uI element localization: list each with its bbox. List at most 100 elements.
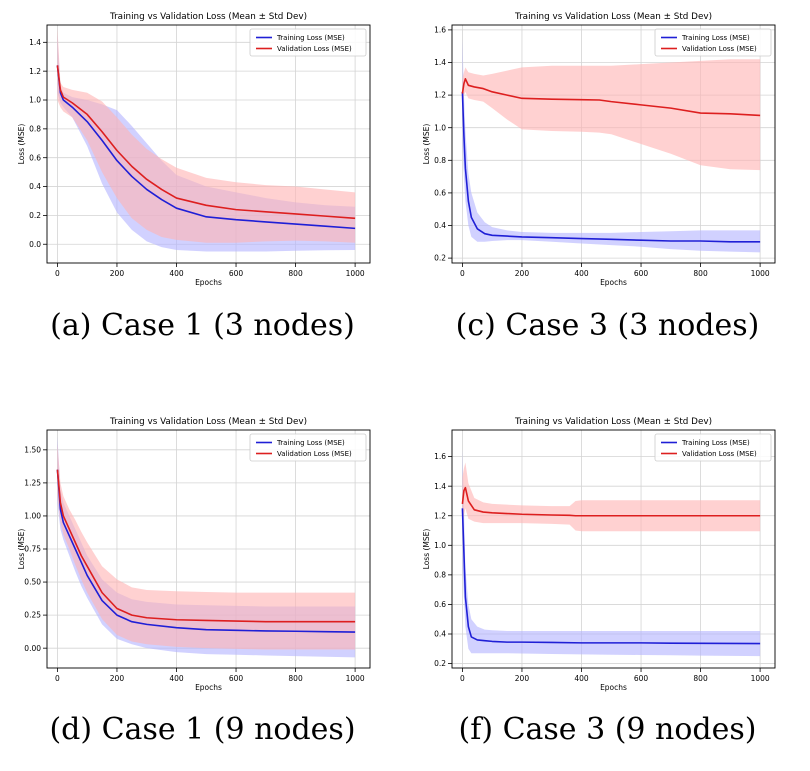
- x-axis-label: Epochs: [195, 278, 222, 287]
- axes-frame: [451, 429, 776, 669]
- y-tick-label: 1.0: [434, 541, 446, 550]
- plot-area: [56, 27, 356, 252]
- x-tick-label: 400: [574, 269, 589, 278]
- x-tick-label: 400: [574, 674, 589, 683]
- x-axis-label: Epochs: [195, 683, 222, 692]
- y-axis-label: Loss (MSE): [422, 529, 431, 570]
- legend-box: [249, 433, 367, 462]
- std-band-training: [462, 38, 761, 253]
- legend-label: Validation Loss (MSE): [682, 45, 757, 53]
- y-tick-label: 0.8: [434, 156, 446, 165]
- x-tick-label: 600: [634, 269, 649, 278]
- axes-frame: [451, 24, 776, 264]
- std-band-validation: [462, 59, 761, 171]
- y-tick-label: 1.25: [24, 478, 41, 487]
- plot-area: [56, 436, 356, 658]
- caption-a: (a) Case 1 (3 nodes): [50, 308, 355, 343]
- legend-label: Validation Loss (MSE): [277, 450, 352, 458]
- y-tick-label: 1.2: [434, 91, 446, 100]
- x-tick-label: 200: [515, 269, 530, 278]
- chart-title: Training vs Validation Loss (Mean ± Std …: [109, 417, 307, 427]
- y-tick-label: 0.6: [434, 600, 446, 609]
- y-tick-label: 1.00: [24, 512, 41, 521]
- x-tick-label: 600: [229, 269, 244, 278]
- chart-case3-3nodes: 0 200 400 600 800 1000 0.2 0.4 0.6 0.8 1.0 1.2 1.4 1.…: [422, 12, 776, 287]
- std-band-validation: [462, 462, 761, 532]
- series-line-training: [56, 65, 356, 230]
- x-tick-label: 0: [55, 269, 60, 278]
- legend-label: Training Loss (MSE): [681, 439, 750, 447]
- y-tick-label: 0.2: [434, 254, 446, 263]
- x-axis-label: Epochs: [600, 278, 627, 287]
- legend-label: Validation Loss (MSE): [682, 450, 757, 458]
- legend: Training Loss (MSE) Validation Loss (MSE): [249, 433, 367, 462]
- legend-label: Training Loss (MSE): [276, 34, 345, 42]
- y-tick-label: 0.4: [29, 182, 41, 191]
- legend-label: Validation Loss (MSE): [277, 45, 352, 53]
- chart-title: Training vs Validation Loss (Mean ± Std …: [514, 12, 712, 22]
- caption-f: (f) Case 3 (9 nodes): [458, 712, 757, 747]
- x-tick-label: 200: [515, 674, 530, 683]
- legend-box: [249, 28, 367, 57]
- legend-label: Training Loss (MSE): [681, 34, 750, 42]
- axes-frame: [46, 24, 371, 264]
- x-tick-label: 1000: [751, 269, 770, 278]
- x-tick-label: 1000: [751, 674, 770, 683]
- y-tick-label: 0.6: [29, 153, 41, 162]
- chart-title: Training vs Validation Loss (Mean ± Std …: [514, 417, 712, 427]
- std-band-validation: [57, 443, 356, 650]
- y-tick-label: 1.4: [434, 58, 446, 67]
- y-axis-label: Loss (MSE): [17, 124, 26, 165]
- y-axis-label: Loss (MSE): [422, 124, 431, 165]
- std-band-training: [462, 449, 761, 657]
- y-tick-label: 0.00: [24, 644, 41, 653]
- y-tick-label: 0.0: [29, 240, 41, 249]
- x-tick-label: 800: [288, 674, 303, 683]
- y-tick-label: 1.6: [434, 452, 446, 461]
- y-tick-label: 0.50: [24, 578, 41, 587]
- legend-label: Training Loss (MSE): [276, 439, 345, 447]
- chart-case1-3nodes: 0 200 400 600 800 1000 0.0 0.2 0.4 0.6 0.8 1.0 1.2 1.…: [17, 12, 371, 287]
- plot-area: [461, 38, 761, 253]
- chart-case3-9nodes: 0 200 400 600 800 1000 0.2 0.4 0.6 0.8 1.0 1.2 1.4 1.…: [422, 417, 776, 692]
- y-tick-label: 1.4: [29, 38, 41, 47]
- x-tick-label: 1000: [346, 269, 365, 278]
- legend-box: [654, 28, 772, 57]
- x-tick-label: 0: [55, 674, 60, 683]
- y-tick-label: 0.2: [434, 659, 446, 668]
- caption-c: (c) Case 3 (3 nodes): [455, 308, 760, 343]
- y-tick-label: 0.6: [434, 189, 446, 198]
- x-tick-label: 800: [693, 269, 708, 278]
- chart-case1-9nodes: 0 200 400 600 800 1000 0.00 0.25 0.50 0.75 1.00 1.2…: [17, 417, 371, 692]
- x-axis-label: Epochs: [600, 683, 627, 692]
- series-line-training: [461, 508, 761, 645]
- y-tick-label: 0.75: [24, 545, 41, 554]
- y-tick-label: 0.8: [434, 570, 446, 579]
- x-tick-label: 400: [169, 269, 184, 278]
- x-tick-label: 800: [288, 269, 303, 278]
- caption-d: (d) Case 1 (9 nodes): [49, 712, 356, 747]
- y-tick-label: 1.4: [434, 482, 446, 491]
- chart-title: Training vs Validation Loss (Mean ± Std …: [109, 12, 307, 22]
- x-tick-label: 0: [460, 674, 465, 683]
- x-tick-label: 200: [110, 269, 125, 278]
- y-tick-label: 1.50: [24, 445, 41, 454]
- y-tick-label: 0.2: [29, 211, 41, 220]
- y-tick-label: 0.8: [29, 124, 41, 133]
- x-tick-label: 600: [634, 674, 649, 683]
- x-tick-label: 600: [229, 674, 244, 683]
- series-line-validation: [461, 486, 761, 517]
- y-tick-label: 0.4: [434, 221, 446, 230]
- x-tick-label: 800: [693, 674, 708, 683]
- y-tick-label: 1.2: [434, 511, 446, 520]
- y-tick-label: 0.4: [434, 630, 446, 639]
- legend: Training Loss (MSE) Validation Loss (MSE): [654, 28, 772, 57]
- series-line-validation: [461, 77, 761, 117]
- y-tick-label: 1.0: [29, 96, 41, 105]
- x-tick-label: 400: [169, 674, 184, 683]
- x-tick-label: 0: [460, 269, 465, 278]
- x-tick-label: 1000: [346, 674, 365, 683]
- y-tick-label: 0.25: [24, 611, 41, 620]
- series-line-training: [461, 91, 761, 243]
